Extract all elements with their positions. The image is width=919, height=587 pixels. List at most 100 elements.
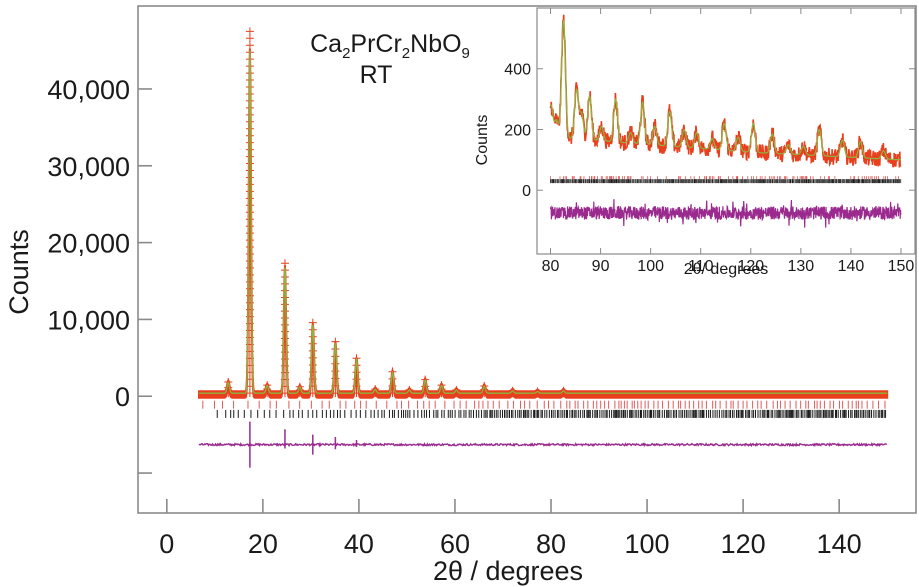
observed-point [308, 389, 317, 398]
observed-point [245, 305, 254, 314]
inset-x-axis-label: 2θ/ degrees [684, 261, 769, 278]
title-text: NbO [410, 30, 461, 58]
observed-point [280, 307, 289, 316]
y-tick-label: 30,000 [47, 152, 130, 182]
main-axes: 0 20 40 60 80 100 120 140 0 10,000 20,000 30,000 40,… [47, 75, 861, 559]
observed-point [245, 27, 254, 36]
observed-point [280, 286, 289, 295]
main-plot-border [137, 5, 917, 514]
temperature-label: RT [360, 61, 393, 89]
observed-point [331, 367, 340, 376]
inset-x-tick-label: 150 [888, 258, 915, 275]
observed-point [308, 360, 317, 369]
observed-point [280, 293, 289, 302]
inset-difference-curve [549, 199, 902, 228]
observed-point [245, 103, 254, 112]
observed-point [331, 359, 340, 368]
observed-point [280, 334, 289, 343]
observed-point [245, 173, 254, 182]
inset-plot-data [549, 14, 902, 228]
observed-point [245, 138, 254, 147]
observed-point [280, 348, 289, 357]
observed-point [245, 243, 254, 252]
observed-point [308, 353, 317, 362]
reflection-ticks-phase-1 [202, 400, 886, 409]
compound-title: Ca2PrCr2NbO9 [310, 30, 470, 62]
x-tick-label: 40 [344, 529, 374, 559]
x-tick-label: 100 [625, 529, 670, 559]
observed-point [280, 313, 289, 322]
inset-y-tick-label: 0 [522, 183, 531, 200]
main-y-axis-label: Counts [4, 229, 34, 315]
x-tick-label: 0 [159, 529, 174, 559]
observed-point [245, 291, 254, 300]
observed-point [308, 339, 317, 348]
title-subscript: 2 [342, 45, 350, 62]
y-tick-label: 0 [115, 382, 130, 412]
title-subscript: 9 [462, 45, 470, 62]
observed-point [245, 277, 254, 286]
observed-point [280, 354, 289, 363]
x-tick-label: 20 [248, 529, 278, 559]
observed-point [245, 270, 254, 279]
observed-point [352, 375, 361, 384]
observed-point [280, 327, 289, 336]
y-tick-label: 40,000 [47, 75, 130, 105]
x-tick-label: 60 [440, 529, 470, 559]
inset-x-tick-label: 130 [787, 258, 814, 275]
observed-point [331, 389, 340, 398]
inset-x-tick-label: 140 [838, 258, 865, 275]
y-tick-label: 10,000 [47, 305, 130, 335]
observed-point [245, 284, 254, 293]
inset-x-tick-label: 110 [688, 258, 714, 275]
observed-point [245, 41, 254, 50]
inset-x-tick-label: 80 [542, 258, 560, 275]
observed-point [331, 352, 340, 361]
observed-point [245, 166, 254, 175]
observed-point [308, 346, 317, 355]
observed-point [280, 320, 289, 329]
observed-point [245, 229, 254, 238]
observed-point [245, 298, 254, 307]
inset-x-tick-label: 90 [592, 258, 610, 275]
observed-point [245, 187, 254, 196]
observed-point [245, 110, 254, 119]
observed-point [245, 215, 254, 224]
reflection-ticks-phase-2 [216, 409, 887, 418]
observed-point [245, 117, 254, 126]
observed-point [245, 124, 254, 133]
observed-point [245, 131, 254, 140]
calculated-curve [199, 50, 888, 394]
observed-point [280, 389, 289, 398]
observed-point [280, 341, 289, 350]
observed-point [388, 374, 397, 383]
observed-point [388, 382, 397, 391]
observed-point [280, 300, 289, 309]
observed-point [245, 222, 254, 231]
observed-point [280, 259, 289, 268]
observed-point [245, 263, 254, 272]
inset-y-axis-label: Counts [474, 115, 491, 166]
observed-point [245, 159, 254, 168]
observed-point [245, 152, 254, 161]
inset-x-tick-label: 120 [737, 258, 764, 275]
observed-point [245, 180, 254, 189]
x-tick-label: 80 [536, 529, 566, 559]
observed-point [245, 208, 254, 217]
observed-point [331, 374, 340, 383]
inset-axes: 80 90 100 110 120 130 140 150 0 200 400 [504, 8, 915, 275]
observed-point [245, 236, 254, 245]
observed-point [245, 389, 254, 398]
observed-point [245, 194, 254, 203]
observed-point [421, 382, 430, 391]
observed-point [388, 389, 397, 398]
observed-data-band [198, 48, 889, 399]
observed-point [308, 368, 317, 377]
observed-point [245, 201, 254, 210]
inset-reflection-ticks [550, 176, 902, 184]
observed-point [245, 312, 254, 321]
inset-y-tick-label: 200 [504, 122, 531, 139]
observed-point [352, 389, 361, 398]
main-plot-data [198, 27, 889, 468]
